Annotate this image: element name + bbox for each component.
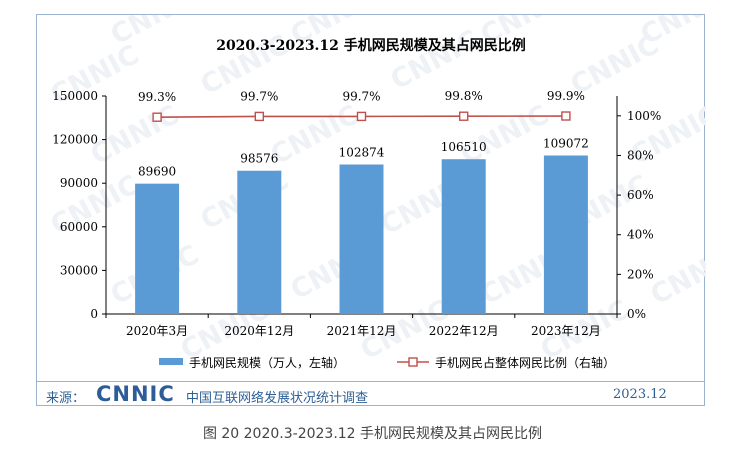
report-date: 2023.12 — [613, 387, 667, 402]
line-point — [561, 111, 571, 121]
cnnic-logo: CNNIC — [96, 382, 175, 406]
left-tick-label: 30000 — [60, 263, 98, 277]
watermark-text: CNNIC — [86, 99, 184, 171]
x-tick-label: 2020年12月 — [224, 324, 294, 338]
figure-caption: 图 20 2020.3-2023.12 手机网民规模及其占网民比例 — [202, 426, 543, 442]
bar — [441, 159, 486, 314]
left-tick-label: 0 — [90, 307, 98, 321]
left-tick-label: 90000 — [60, 176, 98, 190]
bar-value-label: 98576 — [240, 152, 278, 166]
right-tick-label: 40% — [627, 228, 654, 242]
watermark-text: CNNIC — [386, 24, 484, 96]
line-point — [356, 111, 367, 122]
x-tick-label: 2021年12月 — [327, 324, 397, 338]
watermark-text: CNNIC — [646, 239, 706, 311]
legend: 手机网民规模（万人，左轴） 手机网民占整体网民比例（右轴） — [159, 355, 615, 370]
left-tick-label: 60000 — [60, 220, 98, 234]
report-name: 中国互联网络发展状况统计调查 — [186, 391, 369, 406]
right-tick-label: 100% — [627, 109, 661, 123]
line-value-label: 99.7% — [240, 89, 278, 103]
legend-bar-label: 手机网民规模（万人，左轴） — [189, 355, 345, 370]
bar — [237, 170, 282, 314]
x-tick-label: 2020年3月 — [126, 324, 188, 338]
line-value-label: 99.7% — [342, 89, 380, 103]
bar-value-label: 102874 — [339, 145, 385, 159]
footer-divider — [36, 381, 705, 382]
chart-frame: CNNIC CNNIC CNNIC CNNIC CNNIC CNNIC CNNIC CNNIC… — [36, 14, 706, 406]
x-tick-label: 2022年12月 — [429, 324, 499, 338]
right-tick-label: 80% — [627, 148, 654, 162]
line-value-label: 99.9% — [547, 89, 585, 103]
legend-line-label: 手机网民占整体网民比例（右轴） — [435, 355, 615, 370]
right-tick-label: 60% — [627, 188, 654, 202]
bar-value-label: 109072 — [543, 136, 589, 150]
left-tick-label: 120000 — [52, 133, 98, 147]
line-value-label: 99.3% — [138, 90, 176, 104]
watermark-text: CNNIC — [266, 99, 364, 171]
line-value-label: 99.8% — [445, 89, 483, 103]
legend-line-marker — [408, 357, 418, 367]
line-point — [459, 111, 469, 121]
source-label: 来源： — [46, 391, 86, 406]
line-point — [254, 111, 265, 122]
bar — [135, 183, 180, 314]
x-tick-label: 2023年12月 — [531, 324, 601, 338]
left-tick-label: 150000 — [52, 89, 98, 103]
right-tick-label: 20% — [627, 267, 654, 281]
chart-title: 2020.3-2023.12 手机网民规模及其占网民比例 — [216, 37, 526, 54]
line-point — [152, 112, 162, 122]
right-tick-label: 0% — [627, 307, 646, 321]
bar-value-label: 106510 — [441, 140, 487, 154]
bar-value-label: 89690 — [138, 165, 176, 179]
legend-bar-swatch — [159, 358, 183, 365]
bar — [339, 164, 384, 314]
bar — [543, 155, 588, 314]
